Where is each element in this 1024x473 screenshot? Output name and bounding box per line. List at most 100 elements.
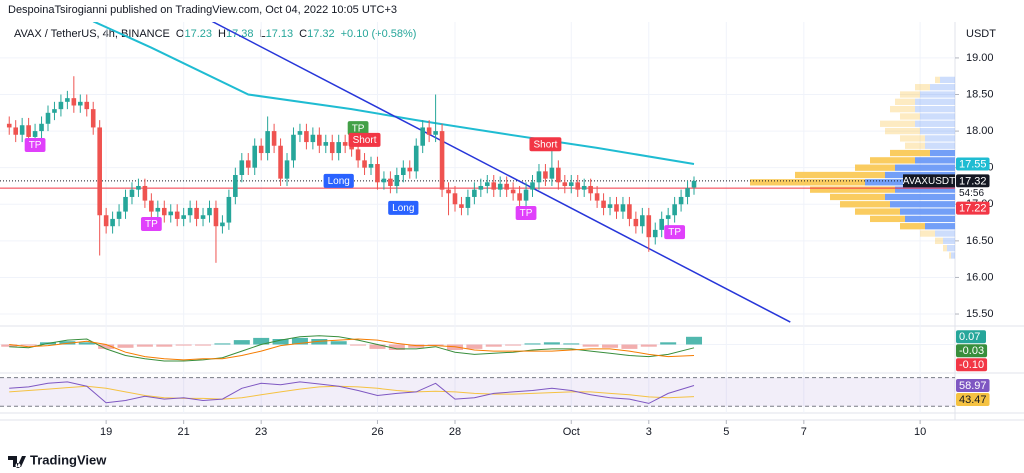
volume-profile-up [940,76,955,84]
candle-body [323,142,329,146]
candle-body [13,127,18,135]
signal-line [9,338,695,361]
candle-body [45,112,51,124]
volume-profile-up [895,164,955,171]
candle-body [381,178,387,183]
symbol-box [903,174,955,188]
macd-histogram-bar [330,341,347,345]
volume-profile-up [920,113,955,120]
macd-histogram-bar [602,344,619,348]
candle-body [510,189,516,194]
candle-body [291,134,296,161]
macd-last-label-text: -0.03 [959,345,984,357]
candle-body [439,131,445,190]
signal-text: Long [392,203,414,214]
candle-body [39,123,44,132]
signal-text: TP [668,227,681,238]
y-tick-label: 18.00 [966,125,994,137]
candle-body [472,189,477,197]
candle-body [233,175,238,197]
candle-body [678,196,684,205]
macd-histogram-bar [233,340,250,345]
candle-body [433,131,438,135]
volume-profile-up [943,237,955,245]
macd-histogram-bar [291,337,308,345]
candle-body [265,131,270,154]
rsi-line [9,381,695,404]
candle-body [6,123,12,128]
price-line-label-box [956,201,990,215]
volume-profile-up [915,105,955,113]
rsi-ma-line [9,385,695,400]
x-tick-label: Oct [563,426,580,438]
candle-body [394,175,400,186]
signal-last-label-box [956,358,988,372]
signal-box [348,132,381,147]
symbol-text: AVAXUSDT [903,176,955,187]
candle-body [401,167,406,175]
candle-body [685,188,690,197]
candle-body [32,131,38,137]
volume-profile-up [930,84,955,91]
rsi-last-label-text: 58.97 [959,380,987,392]
volume-profile-down [920,230,935,237]
price-line-label-text: 17.22 [959,203,987,215]
legend-key: C [299,28,307,40]
signal-text: TP [29,140,42,151]
candle-body [601,200,606,208]
macd-histogram-bar [369,344,386,349]
volume-profile-down [905,142,925,149]
candle-body [665,215,671,219]
signal-box [24,138,46,152]
legend-value: 17.38 [226,28,254,40]
candle-body [26,125,31,137]
macd-histogram-bar [446,344,463,350]
candle-body [90,109,96,128]
candle-body [420,127,425,146]
candle-body [207,207,212,216]
x-tick-label: 21 [178,426,190,438]
candle-body [310,134,316,143]
volume-profile-down [890,105,915,113]
candle-body [581,185,587,190]
signal-box [347,121,369,136]
candle-body [58,101,64,110]
signal-text: TP [352,123,365,134]
histogram-last-label-box [956,330,986,344]
candle-body [646,215,652,238]
legend-key: L [259,28,265,40]
signal-box [664,225,686,240]
signal-label: TP [24,138,46,152]
candle-body [84,101,90,110]
candle-body [317,134,322,146]
candle-body [278,145,283,179]
candle-body [349,145,354,150]
candle-body [588,185,593,194]
macd-histogram-bar [660,342,677,345]
volume-profile-up [920,91,955,98]
candle-body [452,193,458,205]
candle-body [258,145,264,154]
macd-histogram-bar [175,344,192,346]
candle-body [640,215,645,227]
volume-profile-up [900,208,955,215]
publisher-line: DespoinaTsirogianni published on Trading… [8,4,397,16]
rsi-ma-last-label: 43.47 [956,392,990,406]
x-tick-label: 3 [646,426,652,438]
candle-body [691,180,697,188]
volume-profile-up [890,201,955,208]
candle-body [517,193,522,201]
legend-value: 17.32 [307,28,335,40]
signal-text: Long [328,176,350,187]
candle-body [284,160,290,179]
macd-histogram-bar [640,344,657,347]
y-tick-label: 15.50 [966,308,994,320]
signal-last-label: -0.10 [956,358,988,372]
macd-histogram-bar [156,344,173,347]
candle-body [672,204,677,216]
macd-histogram-bar [408,344,425,348]
candle-body [304,131,309,143]
macd-histogram-bar [524,343,541,345]
volume-profile-down [900,91,920,98]
signal-text: Short [533,139,557,150]
